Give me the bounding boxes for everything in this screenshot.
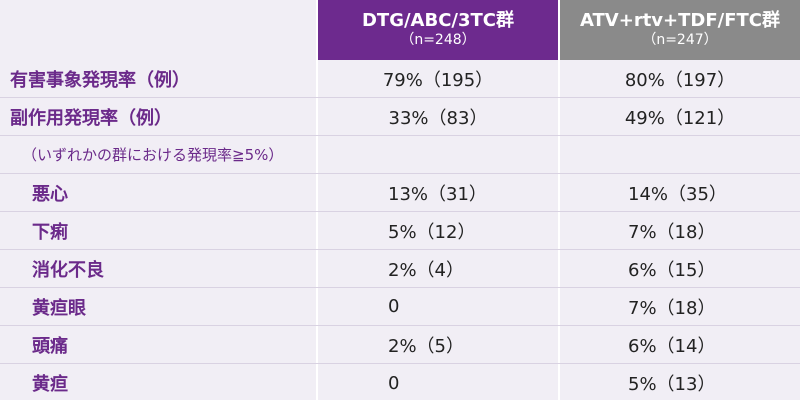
- table-row-ocular-icterus: 黄疸眼 0 7%（18）: [0, 288, 800, 326]
- group2-value: 5%（13）: [628, 374, 716, 395]
- group2-cell: 6%（15）: [558, 250, 800, 287]
- group2-cell: 5%（13）: [558, 364, 800, 402]
- row-label: 消化不良: [32, 259, 104, 281]
- group2-value: 6%（14）: [628, 335, 716, 357]
- row-label: 黄疸: [32, 374, 68, 395]
- header-group1: DTG/ABC/3TC群 （n=248）: [316, 0, 558, 60]
- group1-value: 0: [388, 296, 400, 317]
- group1-cell: 13%（31）: [316, 174, 558, 211]
- row-label: 下痢: [32, 221, 68, 243]
- group2-value: 7%（18）: [628, 221, 716, 243]
- row-label: 頭痛: [32, 335, 68, 357]
- group1-cell: [316, 136, 558, 173]
- table-header-row: DTG/ABC/3TC群 （n=248） ATV+rtv+TDF/FTC群 （n…: [0, 0, 800, 60]
- group2-cell: 14%（35）: [558, 174, 800, 211]
- row-label: 悪心: [32, 183, 68, 205]
- group1-cell: 0: [316, 364, 558, 402]
- group2-cell: 7%（18）: [558, 212, 800, 249]
- header-group2-n: （n=247）: [642, 32, 718, 48]
- group1-cell: 5%（12）: [316, 212, 558, 249]
- table-row-dyspepsia: 消化不良 2%（4） 6%（15）: [0, 250, 800, 288]
- row-note-label: （いずれかの群における発現率≧5%）: [22, 146, 284, 164]
- table-row-headache: 頭痛 2%（5） 6%（14）: [0, 326, 800, 364]
- table-row-diarrhea: 下痢 5%（12） 7%（18）: [0, 212, 800, 250]
- table-row-side-effects: 副作用発現率（例） 33%（83） 49%（121）: [0, 98, 800, 136]
- header-group2-name: ATV+rtv+TDF/FTC群: [580, 10, 780, 31]
- group1-value: 79%（195）: [382, 69, 494, 91]
- group1-cell: 0: [316, 288, 558, 325]
- group1-cell: 33%（83）: [316, 98, 558, 135]
- header-group1-n: （n=248）: [400, 32, 476, 48]
- group1-value: 33%（83）: [388, 107, 488, 129]
- header-empty-cell: [0, 0, 316, 60]
- group1-value: 0: [388, 372, 400, 394]
- group1-cell: 2%（4）: [316, 250, 558, 287]
- group2-cell: [558, 136, 800, 173]
- group2-cell: 6%（14）: [558, 326, 800, 363]
- group2-cell: 7%（18）: [558, 288, 800, 325]
- group2-cell: 49%（121）: [558, 98, 800, 135]
- group2-value: 7%（18）: [628, 297, 716, 319]
- group1-cell: 2%（5）: [316, 326, 558, 363]
- row-label: 黄疸眼: [32, 297, 86, 319]
- group2-value: 49%（121）: [624, 107, 736, 129]
- table-row-adverse-events: 有害事象発現率（例） 79%（195） 80%（197）: [0, 60, 800, 98]
- group2-cell: 80%（197）: [558, 60, 800, 97]
- group2-value: 14%（35）: [628, 183, 727, 205]
- header-group1-name: DTG/ABC/3TC群: [361, 10, 514, 31]
- group1-value: 13%（31）: [388, 183, 487, 205]
- group2-value: 80%（197）: [624, 69, 736, 91]
- header-group2: ATV+rtv+TDF/FTC群 （n=247）: [558, 0, 800, 60]
- group2-value: 6%（15）: [628, 259, 716, 281]
- group1-value: 5%（12）: [388, 221, 476, 243]
- table-row-nausea: 悪心 13%（31） 14%（35）: [0, 174, 800, 212]
- row-label: 有害事象発現率（例）: [10, 69, 190, 91]
- table-row-note: （いずれかの群における発現率≧5%）: [0, 136, 800, 174]
- row-label: 副作用発現率（例）: [10, 107, 172, 129]
- group1-value: 2%（5）: [388, 335, 465, 357]
- group1-value: 2%（4）: [388, 259, 465, 281]
- table-row-jaundice: 黄疸 0 5%（13）: [0, 364, 800, 402]
- group1-cell: 79%（195）: [316, 60, 558, 97]
